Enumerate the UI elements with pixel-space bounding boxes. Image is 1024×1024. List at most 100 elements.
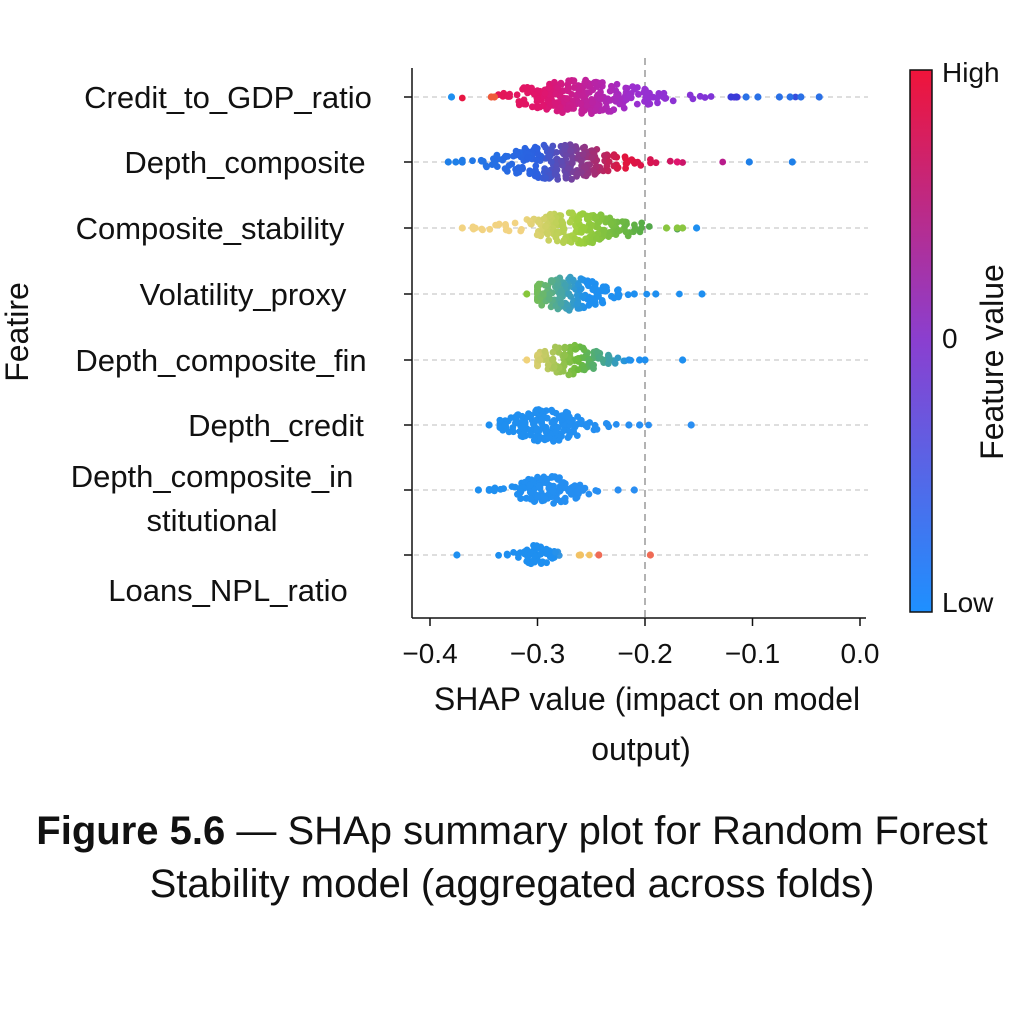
- shap-point: [562, 174, 570, 182]
- shap-point: [775, 93, 784, 101]
- shap-point: [638, 219, 646, 227]
- shap-point: [538, 475, 546, 483]
- shap-point: [628, 156, 636, 164]
- shap-point: [687, 421, 695, 429]
- shap-point: [605, 423, 613, 431]
- shap-point: [634, 158, 642, 166]
- shap-point: [510, 549, 517, 556]
- shap-point: [543, 475, 551, 483]
- shap-point: [583, 279, 591, 287]
- shap-point: [636, 356, 644, 364]
- shap-point: [568, 209, 576, 217]
- shap-point: [511, 219, 519, 227]
- shap-point: [527, 549, 534, 556]
- shap-point: [524, 154, 532, 162]
- shap-point: [605, 233, 612, 241]
- shap-point: [542, 174, 549, 182]
- beeswarm-points: [444, 76, 823, 568]
- shap-point: [545, 237, 553, 244]
- shap-point: [533, 171, 540, 179]
- shap-point: [507, 414, 515, 422]
- y-axis-title: Featire: [0, 282, 35, 382]
- shap-point: [561, 145, 569, 153]
- shap-point: [495, 221, 503, 229]
- shap-point: [485, 487, 493, 494]
- shap-point: [636, 421, 644, 429]
- shap-point: [532, 416, 540, 424]
- shap-point: [469, 157, 476, 165]
- shap-point: [577, 100, 585, 108]
- shap-point: [602, 283, 609, 291]
- figure-caption-text: — SHAp summary plot for Random Forest St…: [149, 809, 988, 906]
- shap-point: [558, 479, 566, 487]
- shap-summary-chart: Credit_to_GDP_ratio Depth_composite Compos…: [0, 57, 1010, 767]
- shap-point: [564, 87, 572, 95]
- shap-point: [635, 90, 642, 98]
- shap-point: [582, 164, 589, 172]
- shap-point: [788, 158, 796, 166]
- shap-point: [563, 301, 571, 309]
- shap-point: [642, 86, 649, 94]
- feature-label: Depth_composite_fin: [75, 343, 366, 378]
- shap-point: [614, 486, 622, 494]
- shap-point: [606, 87, 614, 95]
- shap-point: [673, 224, 681, 232]
- shap-point: [652, 159, 660, 167]
- shap-point: [576, 551, 585, 559]
- shap-point: [551, 99, 559, 107]
- shap-point: [622, 228, 630, 236]
- shap-point: [541, 89, 549, 97]
- shap-point: [528, 103, 536, 111]
- shap-point: [548, 356, 556, 363]
- shap-point: [538, 301, 546, 309]
- shap-point: [550, 363, 558, 371]
- shap-point: [622, 155, 629, 163]
- shap-point: [653, 94, 661, 102]
- shap-point: [745, 158, 753, 166]
- feature-label: Composite_stability: [76, 211, 345, 246]
- shap-point: [545, 547, 553, 554]
- feature-label: Depth_credit: [188, 408, 364, 443]
- shap-point: [577, 240, 585, 247]
- shap-point: [554, 424, 561, 431]
- feature-label: Volatility_proxy: [140, 277, 347, 312]
- shap-point: [754, 93, 762, 101]
- shap-point: [474, 486, 482, 494]
- shap-point: [579, 344, 587, 352]
- shap-point: [541, 495, 549, 503]
- x-ticks: −0.4 −0.3 −0.2 −0.1 0.0: [402, 618, 879, 669]
- x-tick-label: −0.4: [402, 638, 457, 669]
- shap-point: [505, 162, 513, 170]
- shap-point: [557, 157, 565, 165]
- shap-point: [503, 167, 511, 175]
- shap-point: [565, 488, 573, 495]
- shap-point: [592, 286, 600, 293]
- shap-point: [614, 164, 622, 171]
- shap-point: [533, 231, 541, 239]
- shap-point: [727, 93, 735, 101]
- shap-point: [629, 83, 636, 90]
- shap-point: [679, 356, 687, 364]
- shap-point: [523, 356, 531, 364]
- shap-point: [588, 278, 596, 285]
- shap-point: [558, 217, 566, 225]
- shap-point: [534, 150, 542, 158]
- shap-point: [676, 290, 683, 298]
- shap-point: [561, 343, 569, 351]
- shap-point: [585, 356, 592, 364]
- shap-point: [519, 433, 527, 441]
- shap-point: [532, 407, 539, 415]
- shap-point: [523, 290, 531, 298]
- feature-label: Credit_to_GDP_ratio: [84, 80, 372, 115]
- shap-point: [579, 150, 587, 158]
- shap-point: [614, 290, 622, 298]
- shap-point: [551, 78, 558, 86]
- shap-point: [565, 104, 572, 111]
- shap-point: [641, 356, 649, 364]
- x-axis-title-line-2: output): [591, 731, 691, 767]
- shap-point: [565, 432, 573, 440]
- shap-point: [502, 152, 509, 160]
- shap-point: [513, 169, 520, 177]
- shap-point: [589, 99, 596, 106]
- shap-point: [552, 302, 560, 310]
